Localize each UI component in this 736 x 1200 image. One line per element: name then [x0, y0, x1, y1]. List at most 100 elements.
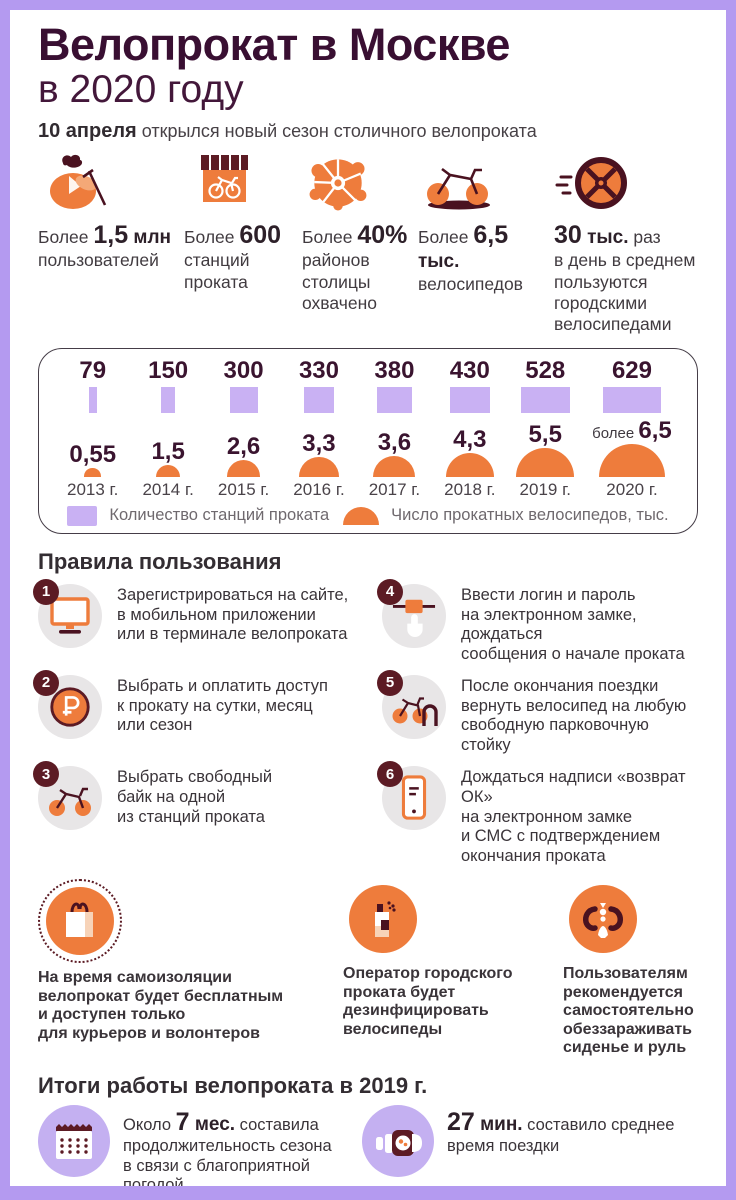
station-bar — [303, 386, 335, 413]
legend-item: Число прокатных велосипедов, тыс. — [343, 506, 669, 525]
stat-item: Более 40% районов столицы охвачено — [302, 153, 412, 336]
year-label: 2018 г. — [444, 479, 496, 499]
text-segment: мин. — [474, 1113, 523, 1135]
year-label: 2015 г. — [217, 479, 270, 499]
station-icon — [184, 153, 296, 213]
rule-text: После окончания поездки вернуть велосипе… — [461, 676, 687, 755]
stat-text: Более 1,5 млн пользователей — [38, 220, 178, 272]
rule-number-badge: 5 — [377, 669, 403, 696]
courier-bag-icon — [46, 887, 114, 956]
summary-item: Около 7 мес. составила продолжительность… — [38, 1104, 356, 1186]
text-segment: Около — [123, 1115, 176, 1134]
tagline-text: открылся новый сезон столичного велопрок… — [136, 120, 537, 141]
disinfectant-spray-icon — [349, 885, 417, 954]
station-bar — [160, 386, 176, 413]
covid-icon-wrap — [38, 879, 122, 964]
bike-column: 4,3 — [445, 417, 494, 477]
rule-item: 5 После окончания поездки вернуть велосип… — [377, 669, 698, 756]
covid-text: На время самоизоляции велопрокат будет б… — [38, 969, 284, 1042]
ruble-coin-icon — [38, 674, 102, 739]
bike-count-label: более 6,5 — [592, 416, 672, 444]
text-segment: 27 — [447, 1107, 475, 1136]
station-bar — [229, 386, 258, 413]
rules-grid: 1 Зарегистрироваться на сайте, в мобильно… — [33, 578, 698, 867]
bike-count-label: 5,5 — [528, 420, 562, 448]
chart-columns: 79 0,55 2013 г. 150 1,5 2014 г. 300 2,6 2015 г. 3… — [55, 356, 681, 500]
text-segment: Более — [418, 226, 474, 247]
legend-item: Количество станций проката — [67, 505, 330, 526]
bike-halfcircle — [516, 447, 575, 477]
rule-text: Зарегистрироваться на сайте, в мобильном… — [117, 585, 349, 644]
chart-column: 430 4,3 2018 г. — [432, 356, 507, 500]
text-segment: Более — [302, 226, 358, 247]
rule-number-badge: 1 — [33, 578, 59, 605]
station-count-label: 629 — [611, 356, 652, 384]
bike-column: более 6,5 — [592, 417, 672, 477]
station-count-label: 330 — [298, 356, 339, 384]
stat-item: Более 6,5 тыс. велосипедов — [418, 153, 548, 336]
station-count-label: 430 — [449, 356, 490, 384]
wrist-watch-icon — [362, 1104, 434, 1177]
main-title: Велопрокат в Москве — [38, 19, 510, 70]
text-segment: районов столицы охвачено — [302, 250, 377, 314]
rider-icon — [38, 153, 178, 213]
bike-halfcircle — [155, 464, 181, 477]
station-count-label: 79 — [79, 356, 107, 384]
stat-text: 30 тыс. раз в день в среднем пользуются … — [554, 220, 698, 336]
rule-icon-wrap: 2 — [33, 669, 102, 739]
text-segment: тыс. — [581, 226, 629, 248]
text-segment: мес. — [189, 1113, 236, 1135]
rule-icon-wrap: 1 — [33, 578, 102, 648]
rules-title: Правила пользования — [38, 548, 282, 574]
bike-count-label: 4,3 — [453, 425, 487, 453]
bike-halfcircle — [373, 455, 416, 477]
chart-legend: Количество станций проката Число прокатны… — [55, 505, 681, 528]
text-segment: млн — [128, 226, 172, 248]
rule-icon-wrap: 3 — [33, 761, 102, 831]
rule-number-badge: 6 — [377, 761, 403, 788]
text-segment: 600 — [239, 220, 282, 249]
bike-count-label: 3,6 — [377, 428, 412, 456]
tagline: 10 апреля открылся новый сезон столичног… — [38, 120, 698, 143]
station-count-label: 150 — [148, 356, 189, 384]
text-segment: станций проката — [184, 250, 250, 292]
stat-item: 30 тыс. раз в день в среднем пользуются … — [554, 153, 698, 336]
text-segment: пользователей — [38, 250, 159, 271]
text-segment: тыс. — [418, 251, 460, 273]
chart-column: 528 5,5 2019 г. — [508, 356, 583, 500]
rule-text: Выбрать свободный байк на одной из станц… — [117, 768, 273, 826]
legend-swatch-bikes — [343, 506, 380, 525]
bike-parking-icon — [382, 674, 446, 739]
station-count-label: 528 — [525, 356, 566, 384]
bike-column: 5,5 — [516, 417, 575, 477]
summary-grid: Около 7 мес. составила продолжительность… — [38, 1104, 698, 1186]
year-label: 2013 г. — [67, 479, 119, 499]
chart-panel: 79 0,55 2013 г. 150 1,5 2014 г. 300 2,6 2015 г. 3… — [38, 347, 698, 534]
text-segment: составила продолжительность сезона в свя… — [123, 1115, 332, 1186]
station-bar — [376, 386, 413, 413]
text-segment: составило среднее время поездки — [447, 1115, 675, 1156]
covid-item: Пользователям рекомендуется самостоятель… — [563, 879, 698, 1058]
bike-halfcircle — [445, 452, 494, 477]
rule-number-badge: 3 — [33, 761, 59, 788]
legend-label: Количество станций проката — [109, 506, 330, 525]
rule-number-badge: 2 — [33, 669, 59, 696]
summary-title: Итоги работы велопроката в 2019 г. — [38, 1072, 428, 1098]
bicycle-icon — [418, 153, 548, 213]
year-label: 2020 г. — [606, 479, 658, 499]
rule-item: 4 Ввести логин и пароль на электронном за… — [377, 578, 698, 665]
bike-column: 3,6 — [373, 417, 416, 477]
bike-count-label: 3,3 — [302, 430, 336, 458]
rule-text: Выбрать и оплатить доступ к прокату на с… — [117, 676, 328, 735]
rule-item: 1 Зарегистрироваться на сайте, в мобильно… — [33, 578, 376, 665]
tagline-date: 10 апреля — [38, 119, 137, 142]
text-segment: велосипедов — [418, 273, 523, 294]
stat-text: Более 600 станций проката — [184, 220, 296, 293]
covid-text: Пользователям рекомендуется самостоятель… — [563, 965, 694, 1057]
chart-column: 380 3,6 2017 г. — [357, 358, 432, 500]
bike-column: 3,3 — [299, 417, 339, 477]
station-bar — [602, 386, 661, 413]
text-segment: 7 — [175, 1107, 190, 1136]
bike-count-prefix: более — [592, 424, 639, 442]
